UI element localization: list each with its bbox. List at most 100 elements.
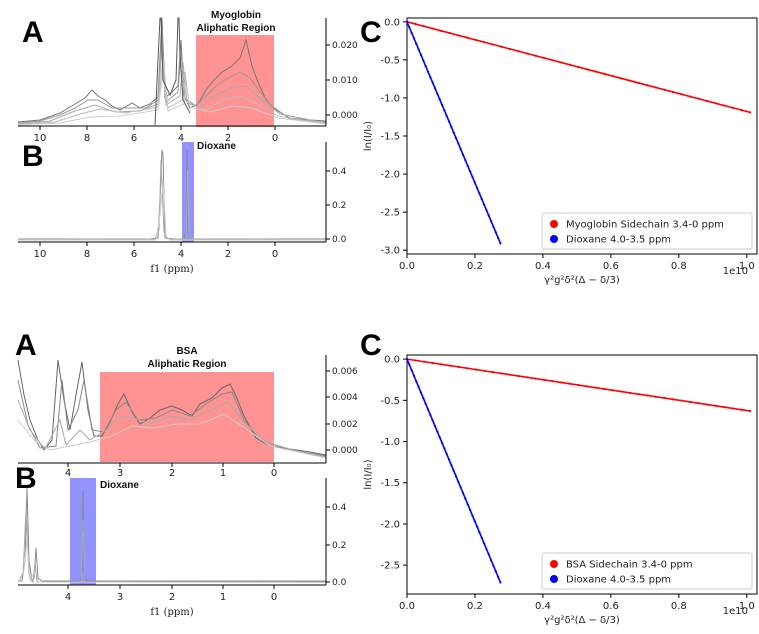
x-tick-label: 0.8 <box>671 261 687 272</box>
data-point <box>426 408 430 411</box>
trace <box>17 399 327 458</box>
trace <box>18 487 326 583</box>
x-tick-label: 6 <box>131 249 137 260</box>
data-point <box>410 31 413 34</box>
data-point <box>426 70 430 73</box>
y-tick-label: -0.5 <box>380 55 400 66</box>
data-point <box>740 109 743 112</box>
top-panel-b-letter: B <box>22 140 44 173</box>
data-point <box>459 148 462 151</box>
y-tick-label: -1.0 <box>380 93 400 104</box>
data-point <box>490 220 493 223</box>
data-point <box>468 508 472 511</box>
y-axis-label: ln(I/I₀) <box>363 459 374 489</box>
data-point <box>465 36 469 39</box>
data-point <box>447 120 451 123</box>
data-point <box>440 103 444 106</box>
trace <box>17 29 327 124</box>
data-point <box>474 38 477 42</box>
data-point <box>485 209 488 212</box>
top-row: A Myoglobin Aliphatic Region <box>17 10 758 286</box>
data-point <box>440 29 443 32</box>
top-panel-a-letter: A <box>22 16 44 49</box>
legend-marker <box>550 560 558 568</box>
data-point <box>485 547 488 551</box>
x-tick-label: 0.8 <box>671 601 687 612</box>
top-panel-a-region-label-line2: Aliphatic Region <box>197 23 276 34</box>
data-point <box>412 37 416 40</box>
top-panel-b-spectrum: Dioxane 10 8 6 4 2 0 f1 (ppm) <box>17 141 347 275</box>
data-point <box>500 45 503 48</box>
x-tick-label: 0.4 <box>535 261 551 272</box>
data-point <box>452 131 455 134</box>
data-point <box>628 391 632 394</box>
data-point <box>714 404 717 407</box>
data-point <box>620 77 623 80</box>
y-axis-label: ln(I/I₀) <box>363 121 374 151</box>
data-point <box>671 398 675 401</box>
data-point <box>706 99 709 103</box>
legend: Myoglobin Sidechain 3.4-0 ppm Dioxane 4.0… <box>541 212 753 250</box>
x-tick-label: 10 <box>34 133 47 144</box>
trace <box>17 59 327 125</box>
data-point <box>414 22 417 26</box>
y-tick-label: 0.006 <box>332 367 358 377</box>
y-tick-label: 0.020 <box>332 41 358 51</box>
x-tick-label: 10 <box>34 249 47 260</box>
data-point <box>471 514 474 517</box>
data-point <box>603 72 606 75</box>
data-point <box>491 371 494 374</box>
data-point <box>594 70 597 73</box>
bottom-panel-a-letter: A <box>15 329 37 362</box>
data-point <box>448 32 452 35</box>
y-tick-label: 0.010 <box>332 76 358 86</box>
legend-entry: Myoglobin Sidechain 3.4-0 ppm <box>566 220 724 231</box>
bottom-panel-b-spectrum: Dioxane 4 3 2 1 0 f1 (ppm) <box>17 478 347 618</box>
data-point <box>429 413 432 417</box>
data-point <box>494 570 497 573</box>
x-tick-label: 8 <box>84 133 90 144</box>
x-tick-label: 0.0 <box>399 261 415 272</box>
data-point <box>500 372 503 375</box>
legend-marker <box>550 235 558 243</box>
data-point <box>464 497 467 500</box>
data-point <box>478 192 481 195</box>
data-point <box>680 93 683 96</box>
y-tick-label: 0.0 <box>384 355 400 366</box>
data-point <box>543 378 546 381</box>
data-point <box>487 214 490 217</box>
data-point <box>482 542 486 545</box>
data-point <box>568 63 572 66</box>
data-point <box>475 186 479 190</box>
x-tick-label: 0.6 <box>603 261 619 272</box>
x-tick-label: 1.0 <box>739 261 755 272</box>
bottom-panel-a-y-axis: 0.006 0.004 0.002 0.000 <box>325 355 358 463</box>
x-tick-label: 4 <box>65 592 71 603</box>
top-panel-a-region <box>196 35 274 127</box>
legend-marker <box>550 220 558 228</box>
data-point <box>436 430 439 433</box>
top-panel-a-region-label-line1: Myoglobin <box>211 10 261 21</box>
data-point <box>611 75 615 78</box>
data-point <box>560 61 563 64</box>
data-point <box>483 369 486 372</box>
data-point <box>497 575 500 578</box>
data-point <box>508 47 512 51</box>
top-panel-b-x-axis: 10 8 6 4 2 0 f1 (ppm) <box>18 241 326 275</box>
data-point <box>445 452 448 456</box>
data-point <box>431 361 434 365</box>
legend-entry: BSA Sidechain 3.4-0 ppm <box>566 560 693 571</box>
trace <box>17 74 327 126</box>
legend-box <box>541 212 753 250</box>
data-point <box>419 53 423 57</box>
data-point <box>443 109 446 112</box>
data-point <box>560 381 563 384</box>
data-point <box>465 367 469 370</box>
data-point <box>490 559 493 562</box>
data-point <box>526 376 529 379</box>
data-point <box>499 581 502 584</box>
trace <box>17 509 326 584</box>
data-point <box>440 363 443 366</box>
x-tick-label: 0.0 <box>399 601 415 612</box>
data-point <box>723 104 726 107</box>
